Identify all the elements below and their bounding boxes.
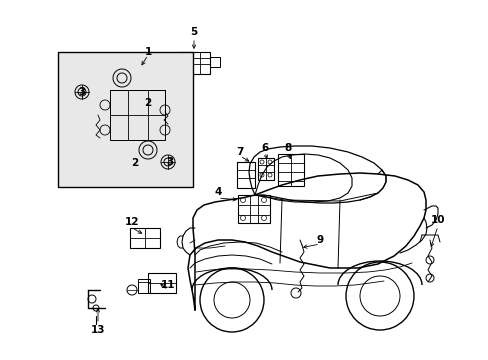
Text: 13: 13 <box>91 325 105 335</box>
Bar <box>238 195 269 223</box>
Text: 6: 6 <box>261 143 268 153</box>
Bar <box>209 57 220 67</box>
Text: 9: 9 <box>316 235 323 245</box>
Bar <box>138 279 150 293</box>
Text: 3: 3 <box>78 87 85 97</box>
Bar <box>148 273 176 293</box>
Text: 4: 4 <box>214 187 221 197</box>
Text: 8: 8 <box>284 143 291 153</box>
Bar <box>58 52 193 187</box>
Text: 11: 11 <box>161 280 175 290</box>
Bar <box>110 90 164 115</box>
Bar <box>110 90 164 140</box>
Text: 10: 10 <box>430 215 445 225</box>
Text: 5: 5 <box>190 27 197 37</box>
Bar <box>180 52 209 74</box>
Text: 2: 2 <box>144 98 151 108</box>
Text: 1: 1 <box>144 47 151 57</box>
Bar <box>258 158 273 180</box>
Text: 7: 7 <box>236 147 243 157</box>
Bar <box>130 228 160 248</box>
Bar <box>128 90 148 140</box>
Text: 2: 2 <box>131 158 138 168</box>
Text: 12: 12 <box>124 217 139 227</box>
Text: 3: 3 <box>166 157 173 167</box>
Bar <box>237 162 254 188</box>
Bar <box>278 154 304 186</box>
